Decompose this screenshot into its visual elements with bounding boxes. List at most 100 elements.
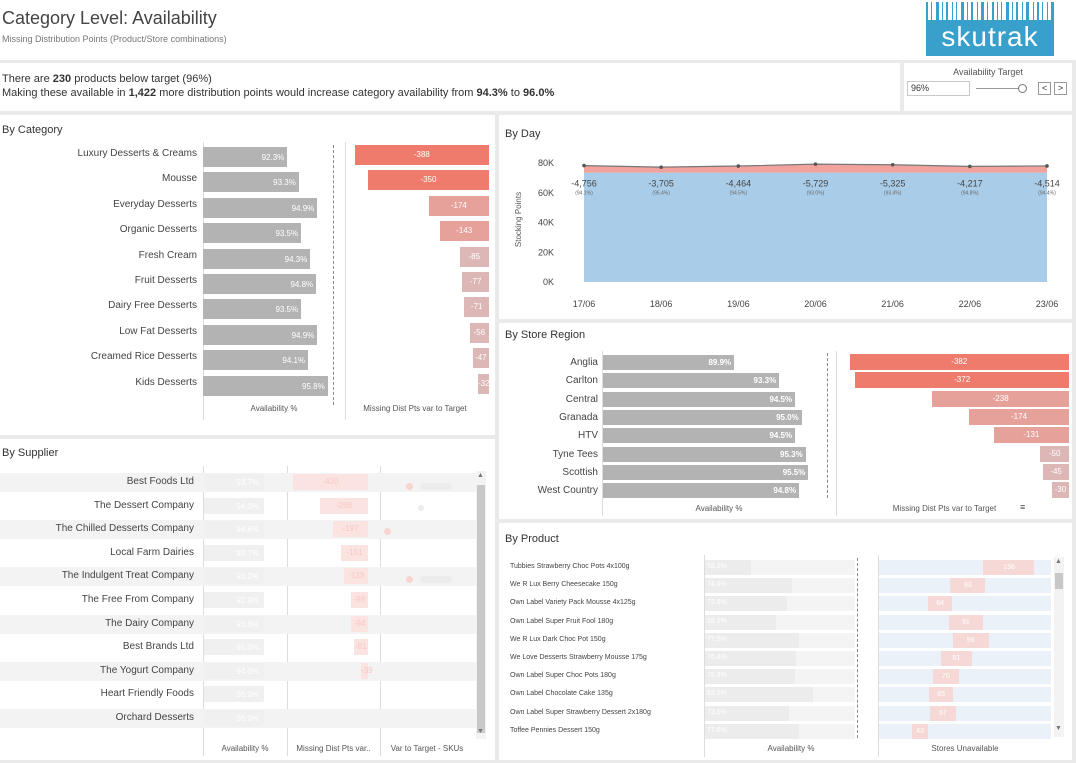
availability-bar[interactable]	[705, 723, 799, 739]
missing-bar[interactable]: -94	[351, 615, 368, 632]
target-input[interactable]: 96%	[907, 81, 970, 96]
missing-bar[interactable]: -268	[320, 497, 368, 514]
availability-bar[interactable]	[705, 705, 789, 721]
availability-bar[interactable]	[603, 446, 806, 462]
supplier-label[interactable]: Local Farm Dairies	[110, 546, 194, 558]
missing-bar[interactable]: -47	[472, 348, 489, 369]
availability-bar[interactable]	[603, 428, 796, 444]
category-label[interactable]: Mousse	[161, 173, 197, 185]
availability-bar[interactable]	[705, 614, 776, 630]
missing-bar[interactable]: -174	[969, 408, 1069, 425]
stores-bar[interactable]: 43	[912, 723, 929, 739]
supplier-label[interactable]: Orchard Desserts	[115, 712, 194, 723]
missing-bar[interactable]: -238	[932, 390, 1069, 407]
product-label[interactable]: Tubbies Strawberry Choc Pots 4x100g	[510, 563, 630, 570]
region-label[interactable]: HTV	[578, 430, 598, 442]
product-label[interactable]: Own Label Variety Pack Mousse 4x125g	[510, 599, 636, 607]
availability-bar[interactable]	[203, 375, 328, 396]
availability-bar[interactable]	[204, 686, 264, 703]
category-label[interactable]: Fruit Desserts	[134, 275, 197, 286]
category-label[interactable]: Creamed Rice Desserts	[90, 351, 197, 363]
sort-icon[interactable]: ≡	[1020, 502, 1026, 512]
region-label[interactable]: Central	[565, 393, 598, 405]
stores-bar[interactable]: 136	[983, 560, 1035, 575]
missing-bar[interactable]: -81	[353, 639, 368, 656]
availability-bar[interactable]	[603, 483, 800, 499]
category-label[interactable]: Dairy Free Desserts	[108, 300, 197, 312]
availability-bar[interactable]	[203, 147, 288, 167]
availability-bar[interactable]	[204, 568, 264, 585]
region-label[interactable]: West Country	[537, 485, 598, 497]
availability-bar[interactable]	[204, 710, 264, 726]
missing-bar[interactable]: -45	[1043, 463, 1069, 480]
target-prev-button[interactable]: <	[1038, 82, 1051, 95]
availability-bar[interactable]	[203, 299, 302, 320]
missing-bar[interactable]: -350	[367, 170, 489, 191]
category-label[interactable]: Kids Desserts	[135, 376, 197, 388]
region-label[interactable]: Carlton	[565, 375, 598, 387]
availability-bar[interactable]	[204, 474, 264, 490]
target-slider-track[interactable]	[976, 88, 1026, 89]
product-scrollbar[interactable]	[1054, 557, 1064, 737]
supplier-label[interactable]: The Indulgent Treat Company	[61, 570, 194, 582]
missing-bar[interactable]: -382	[849, 354, 1069, 370]
supplier-label[interactable]: Heart Friendly Foods	[100, 688, 194, 700]
missing-bar[interactable]: -85	[459, 246, 489, 267]
missing-bar[interactable]: -143	[439, 221, 489, 242]
region-label[interactable]: Anglia	[570, 357, 598, 368]
missing-bar[interactable]: -50	[1040, 445, 1069, 462]
scroll-up-icon[interactable]: ▲	[1055, 558, 1062, 565]
availability-bar[interactable]	[203, 350, 309, 371]
stores-bar[interactable]: 70	[932, 669, 959, 685]
missing-bar[interactable]: -174	[428, 195, 489, 216]
supplier-label[interactable]: Best Foods Ltd	[126, 476, 194, 487]
product-label[interactable]: We R Lux Berry Cheesecake 150g	[510, 581, 618, 589]
missing-bar[interactable]: -56	[469, 322, 489, 343]
missing-bar[interactable]: -133	[344, 568, 368, 585]
missing-bar[interactable]: -372	[855, 372, 1069, 389]
availability-bar[interactable]	[203, 197, 318, 218]
product-label[interactable]: Own Label Super Strawberry Dessert 2x180…	[510, 708, 651, 716]
missing-bar[interactable]: -98	[350, 592, 368, 608]
target-next-button[interactable]: >	[1054, 82, 1067, 95]
availability-bar[interactable]	[204, 497, 264, 514]
scroll-down-icon[interactable]: ▼	[1055, 725, 1062, 732]
missing-bar[interactable]: -32	[477, 373, 489, 394]
category-label[interactable]: Organic Desserts	[119, 224, 197, 236]
availability-bar[interactable]	[204, 544, 264, 561]
product-label[interactable]: We R Lux Dark Choc Pot 150g	[510, 635, 606, 643]
supplier-label[interactable]: Best Brands Ltd	[122, 641, 194, 653]
stores-bar[interactable]: 64	[928, 596, 953, 612]
missing-bar[interactable]: -77	[462, 272, 489, 292]
missing-bar[interactable]: -151	[341, 544, 368, 561]
supplier-label[interactable]: The Dairy Company	[105, 617, 194, 629]
stores-bar[interactable]: 81	[941, 651, 972, 666]
scroll-up-icon[interactable]: ▲	[477, 472, 484, 479]
supplier-label[interactable]: The Free From Company	[81, 594, 194, 605]
stores-bar[interactable]: 93	[950, 578, 986, 594]
supplier-label[interactable]: The Dessert Company	[93, 499, 194, 511]
availability-bar[interactable]	[203, 324, 318, 345]
availability-bar[interactable]	[705, 596, 787, 612]
supplier-scroll-thumb[interactable]	[477, 485, 485, 733]
scroll-down-icon[interactable]: ▼	[477, 728, 484, 735]
missing-bar[interactable]: -420	[293, 474, 368, 490]
missing-bar[interactable]: -197	[332, 521, 368, 538]
region-label[interactable]: Granada	[559, 411, 598, 423]
availability-bar[interactable]	[603, 409, 802, 425]
missing-bar[interactable]: -30	[1051, 482, 1069, 499]
supplier-label[interactable]: The Yogurt Company	[100, 664, 194, 676]
availability-bar[interactable]	[603, 355, 735, 370]
availability-bar[interactable]	[204, 615, 264, 632]
availability-bar[interactable]	[705, 632, 799, 648]
availability-bar[interactable]	[705, 687, 813, 703]
category-label[interactable]: Fresh Cream	[138, 249, 197, 261]
category-label[interactable]: Luxury Desserts & Creams	[77, 148, 197, 159]
region-label[interactable]: Scottish	[562, 466, 598, 478]
availability-bar[interactable]	[705, 669, 795, 685]
availability-bar[interactable]	[203, 248, 311, 269]
region-label[interactable]: Tyne Tees	[552, 448, 598, 460]
availability-bar[interactable]	[705, 560, 751, 575]
product-label[interactable]: Own Label Super Choc Pots 180g	[510, 672, 616, 680]
availability-bar[interactable]	[705, 651, 796, 666]
